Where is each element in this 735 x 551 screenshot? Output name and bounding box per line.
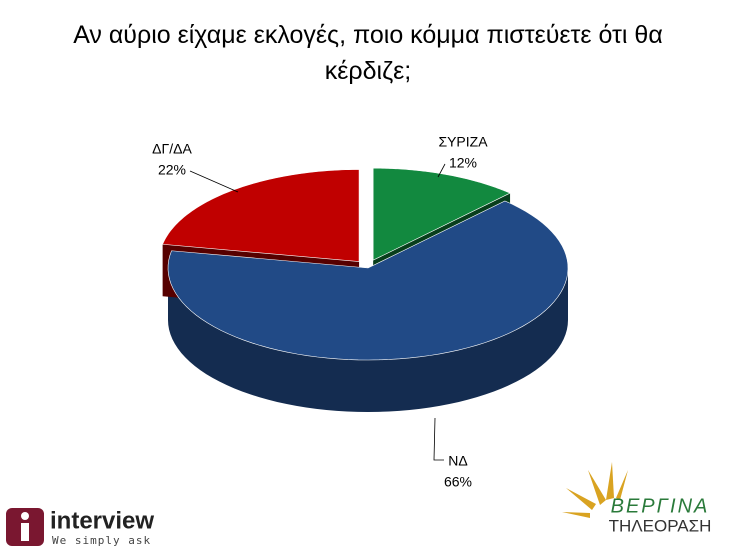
slice (162, 169, 360, 262)
interview-logo: interview We simply ask (6, 507, 154, 547)
value-label: 12% (449, 155, 477, 171)
slice-side (168, 268, 568, 412)
slice (372, 167, 511, 261)
leader-line (437, 163, 446, 178)
category-label: ΝΔ (448, 453, 467, 469)
logo-sun (562, 462, 628, 518)
pie: ΣΥΡΙΖΑ 12% ΝΔ 66% ΔΓ/ΔΑ 22% (152, 134, 569, 490)
category-label: ΔΓ/ΔΑ (152, 141, 192, 157)
category-label: ΣΥΡΙΖΑ (438, 134, 488, 150)
logo-dot (21, 512, 29, 520)
value-label: 66% (444, 474, 472, 490)
vergina-logo: ΒΕΡΓΙΝΑ ΤΗΛΕΟΡΑΣΗ (562, 462, 711, 535)
leader-line (433, 417, 444, 461)
leader-line (189, 170, 239, 193)
logo-tagline: We simply ask (52, 534, 151, 547)
chart-title: Αν αύριο είχαμε εκλογές, ποιο κόμμα πιστ… (73, 21, 663, 85)
slice (167, 200, 569, 361)
logo-name: interview (50, 507, 154, 534)
value-label: 22% (158, 162, 186, 178)
logo-tagline: ΤΗΛΕΟΡΑΣΗ (609, 516, 712, 535)
logo-name: ΒΕΡΓΙΝΑ (611, 495, 710, 517)
logo-bar (21, 523, 29, 541)
